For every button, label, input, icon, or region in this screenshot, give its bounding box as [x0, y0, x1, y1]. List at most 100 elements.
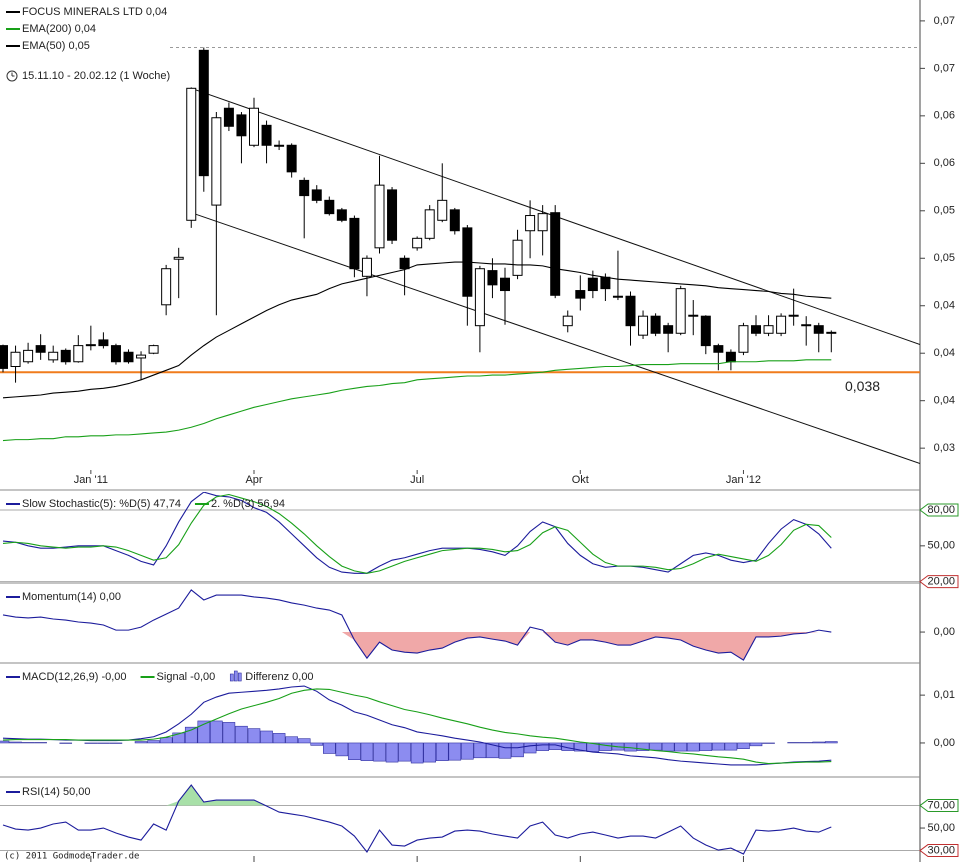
candle-body — [60, 349, 71, 363]
histogram-bar — [310, 742, 324, 746]
candle-body — [663, 325, 674, 334]
histogram-bar — [486, 742, 499, 759]
candle-body — [110, 345, 121, 363]
candle-body — [35, 345, 46, 353]
candle-body — [399, 257, 410, 270]
x-tick-label: Apr — [245, 474, 262, 486]
histogram-bar — [523, 742, 537, 754]
legend-label: 2. %D(3) 56,94 — [211, 498, 285, 510]
histogram-bar — [197, 720, 211, 744]
histogram-bar — [360, 742, 374, 761]
histogram-bar — [410, 742, 424, 764]
candle-body — [776, 315, 787, 334]
series-line — [2, 493, 832, 574]
y-tick-label: 0,05 — [934, 205, 955, 217]
histogram-bar — [699, 742, 713, 751]
candle-body — [123, 351, 134, 363]
candle-body — [550, 212, 561, 296]
footer: (c) 2011 GodmodeTrader.de — [4, 852, 139, 862]
candle-body — [700, 315, 711, 347]
legend-label: Slow Stochastic(5): %D(5) 47,74 — [22, 498, 181, 510]
histogram-bar — [297, 738, 311, 744]
candle-body — [261, 124, 272, 146]
y-tick-label: 0,06 — [934, 157, 955, 169]
histogram-bar — [272, 733, 286, 744]
y-tick-label: 80,00 — [927, 504, 955, 516]
candle-body — [713, 345, 724, 353]
histogram-bar — [398, 742, 411, 762]
candle-body — [211, 117, 222, 206]
histogram-bar — [435, 742, 449, 761]
candle-body — [173, 256, 184, 260]
candle-body — [675, 288, 686, 334]
candle-body — [587, 277, 598, 292]
histogram-bar — [686, 742, 700, 752]
candle-body — [525, 215, 536, 232]
candle-body — [236, 114, 247, 137]
y-tick-label: 70,00 — [927, 799, 955, 811]
y-tick-label: 0,06 — [934, 110, 955, 122]
chart-title: FOCUS MINERALS LTD 0,04 — [22, 6, 167, 18]
candle-body — [161, 268, 172, 306]
candle-body — [286, 144, 297, 173]
histogram-bar — [536, 742, 549, 751]
legend-swatch — [233, 670, 238, 682]
histogram-bar — [661, 742, 675, 752]
histogram-bar — [235, 725, 248, 744]
histogram-bar — [599, 742, 612, 751]
panel — [0, 784, 920, 855]
histogram-bar — [247, 728, 261, 744]
histogram-bar — [812, 741, 826, 744]
legend-label: Differenz 0,00 — [245, 671, 313, 683]
legend-swatch — [237, 672, 242, 682]
candle-body — [299, 179, 310, 197]
tick-tag — [919, 844, 959, 858]
histogram-bar — [448, 742, 462, 761]
candle-body — [223, 107, 234, 127]
tick-tag — [919, 503, 959, 517]
y-tick-label: 0,07 — [934, 15, 955, 27]
histogram-bar — [322, 742, 336, 754]
candle-body — [424, 209, 435, 239]
legend-label: RSI(14) 50,00 — [22, 786, 90, 798]
y-tick-label: 0,07 — [934, 62, 955, 74]
histogram-bar — [159, 737, 173, 744]
candle-body — [349, 217, 360, 270]
y-tick-label: 50,00 — [927, 540, 955, 552]
series-line — [2, 359, 832, 442]
legend-swatch — [229, 673, 234, 682]
y-tick-label: 0,00 — [934, 626, 955, 638]
x-tick-label: Jul — [410, 474, 424, 486]
x-tick-label: Jan '12 — [726, 474, 761, 486]
series-line — [2, 589, 832, 661]
series-line — [2, 261, 832, 399]
y-tick-label: 0,04 — [934, 347, 955, 359]
histogram-bar — [749, 742, 763, 747]
candle-body — [801, 324, 812, 327]
candle-body — [575, 290, 586, 299]
candle-body — [186, 87, 197, 221]
candle-body — [361, 257, 372, 277]
candle-body — [738, 325, 749, 353]
legend-label: MACD(12,26,9) -0,00 — [22, 671, 127, 683]
candle-body — [449, 209, 460, 232]
candle-body — [336, 209, 347, 221]
candle-body — [826, 331, 837, 334]
candle-body — [788, 314, 799, 317]
histogram-bar — [348, 742, 361, 760]
histogram-bar — [473, 742, 487, 759]
candle-body — [387, 189, 398, 241]
trend-line — [191, 212, 920, 464]
histogram-bar — [222, 722, 236, 744]
candle-body — [412, 237, 423, 249]
candle-body — [688, 314, 699, 317]
y-tick-label: 50,00 — [927, 822, 955, 834]
histogram-bar — [260, 730, 273, 744]
area-fill — [3, 632, 832, 661]
panel — [2, 589, 832, 661]
candle-body — [198, 49, 209, 177]
y-tick-label: 0,03 — [934, 442, 955, 454]
legend-label: EMA(200) 0,04 — [22, 23, 96, 35]
candle-body — [0, 345, 8, 369]
